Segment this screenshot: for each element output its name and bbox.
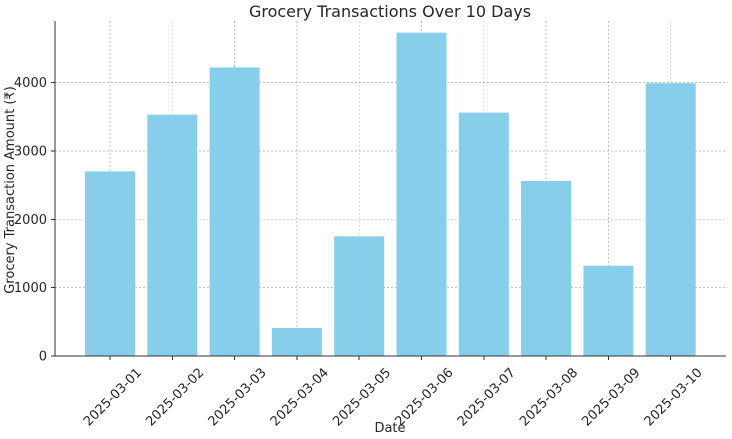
bar-2025-03-09 bbox=[583, 265, 634, 356]
bar-2025-03-05 bbox=[334, 236, 385, 356]
y-tick-label: 2000 bbox=[14, 213, 47, 228]
x-tick-label: 2025-03-09 bbox=[579, 365, 643, 429]
y-tick-label: 3000 bbox=[14, 144, 47, 159]
bar-2025-03-06 bbox=[396, 32, 447, 357]
bar-2025-03-01 bbox=[85, 171, 135, 356]
axes-layer bbox=[54, 21, 726, 357]
y-tick-label: 1000 bbox=[14, 281, 47, 296]
x-tick-label: 2025-03-05 bbox=[330, 365, 394, 429]
bar-2025-03-08 bbox=[521, 180, 572, 356]
x-tick-label: 2025-03-07 bbox=[455, 365, 519, 429]
y-axis-label: Grocery Transaction Amount (₹) bbox=[3, 86, 18, 294]
chart-title: Grocery Transactions Over 10 Days bbox=[249, 2, 531, 21]
bar-2025-03-03 bbox=[209, 67, 260, 356]
bar-2025-03-10 bbox=[645, 83, 696, 356]
x-tick-label: 2025-03-01 bbox=[81, 365, 145, 429]
bars-layer bbox=[85, 32, 696, 357]
y-tick-label: 4000 bbox=[14, 76, 47, 91]
bar-2025-03-07 bbox=[458, 112, 509, 356]
x-tick-label: 2025-03-10 bbox=[642, 365, 706, 429]
x-tick-label: 2025-03-06 bbox=[393, 365, 457, 429]
bar-2025-03-04 bbox=[271, 327, 322, 356]
bar-2025-03-02 bbox=[147, 114, 198, 356]
x-axis-label: Date bbox=[374, 421, 405, 436]
x-tick-label: 2025-03-04 bbox=[268, 365, 332, 429]
x-tick-label: 2025-03-03 bbox=[206, 365, 270, 429]
x-tick-label: 2025-03-02 bbox=[143, 365, 207, 429]
x-tick-label: 2025-03-08 bbox=[517, 365, 581, 429]
y-tick-label: 0 bbox=[39, 350, 47, 365]
